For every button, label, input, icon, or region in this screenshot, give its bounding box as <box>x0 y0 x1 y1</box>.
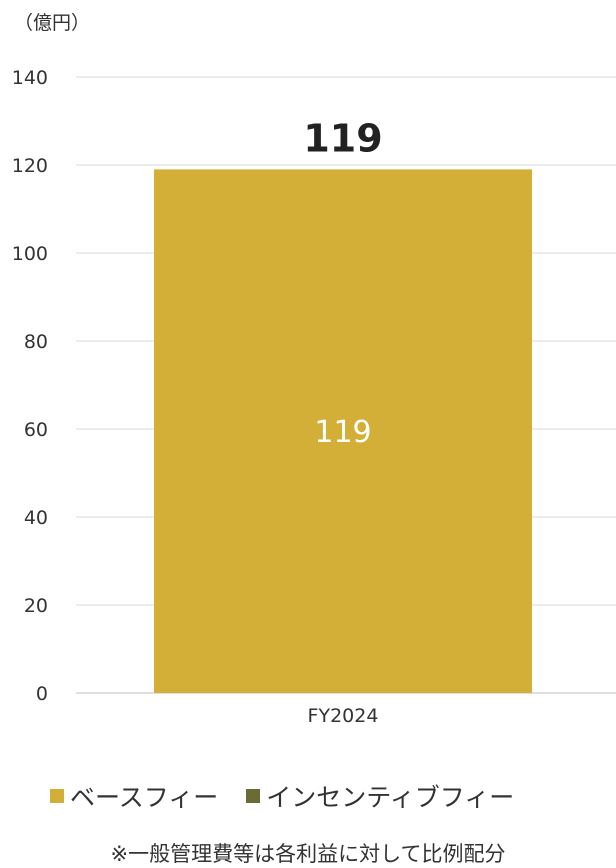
legend: ベースフィー インセンティブフィー <box>50 778 542 814</box>
y-tick-label: 40 <box>24 507 48 529</box>
y-axis-unit-label: （億円） <box>14 12 91 34</box>
legend-item-incentive-fee: インセンティブフィー <box>246 778 514 814</box>
bars: 119 119 <box>154 116 532 693</box>
bar-segment-base-fee <box>154 169 532 693</box>
legend-label-base-fee: ベースフィー <box>70 783 219 812</box>
legend-item-base-fee: ベースフィー <box>50 778 218 814</box>
y-tick-label: 0 <box>36 683 48 705</box>
y-tick-label: 80 <box>24 331 48 353</box>
legend-label-incentive-fee: インセンティブフィー <box>266 783 515 812</box>
legend-swatch-incentive-fee <box>246 789 261 803</box>
y-tick-label: 140 <box>12 67 48 89</box>
y-tick-label: 120 <box>12 155 48 177</box>
y-axis-tick-labels: 0 20 40 60 80 100 120 140 <box>12 67 48 705</box>
x-axis-tick-labels: FY2024 <box>308 705 379 727</box>
bar-segment-value-label: 119 <box>314 415 371 450</box>
stacked-bar-chart: 0 20 40 60 80 100 120 140 119 119 FY2024 <box>12 67 616 727</box>
y-tick-label: 100 <box>12 243 48 265</box>
x-tick-label: FY2024 <box>308 705 379 727</box>
y-tick-label: 20 <box>24 595 48 617</box>
footnote: ※一般管理費等は各利益に対して比例配分 <box>110 842 506 866</box>
y-tick-label: 60 <box>24 419 48 441</box>
bar-total-label: 119 <box>303 116 382 160</box>
legend-swatch-base-fee <box>50 789 64 803</box>
